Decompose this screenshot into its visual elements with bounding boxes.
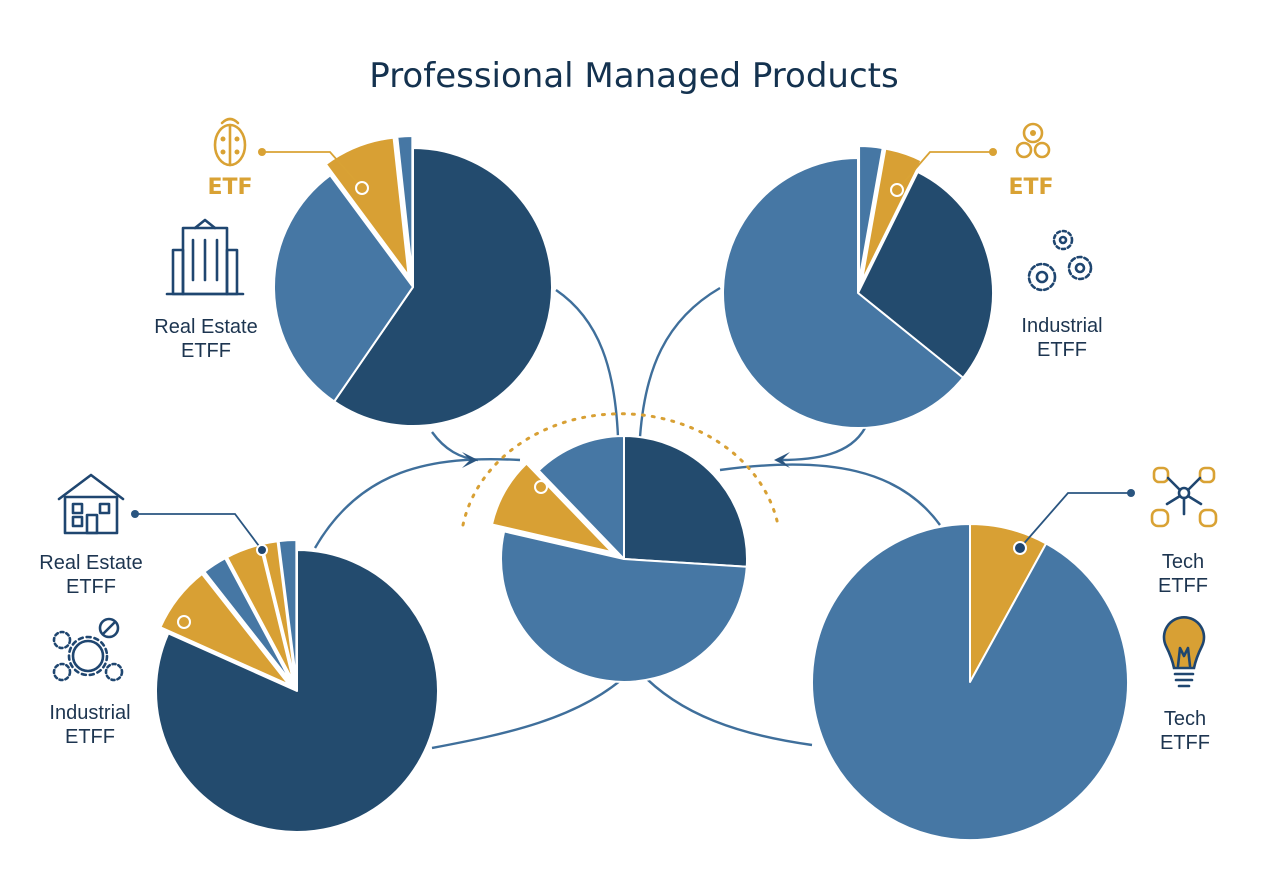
office-building-icon bbox=[165, 218, 245, 296]
real-estate-top-line2: ETFF bbox=[181, 340, 231, 362]
arrow-marker-left bbox=[462, 452, 478, 468]
pie-top-left-slice-0 bbox=[333, 147, 553, 427]
connector-bottomleft-center bbox=[313, 457, 521, 549]
pie-bottom-left bbox=[155, 539, 439, 833]
connector-topleft-down bbox=[431, 431, 479, 462]
network-icon bbox=[1150, 466, 1218, 528]
pie-bottom-left-slice-5 bbox=[277, 539, 298, 683]
callout-dot-bottomleft bbox=[131, 510, 139, 518]
tech-lower-line1: Tech bbox=[1164, 708, 1206, 730]
callout-ring-topright bbox=[890, 183, 904, 197]
pie-top-right-slice-2 bbox=[857, 170, 994, 379]
shield-icon bbox=[1015, 122, 1051, 159]
etf-label-right: ETF bbox=[1008, 175, 1053, 200]
pie-top-left-slice-2 bbox=[324, 136, 410, 277]
connector-lines bbox=[313, 286, 941, 750]
callout-line-topright bbox=[896, 151, 993, 191]
callout-ring-bottomright bbox=[1013, 541, 1027, 555]
callout-dot-topleft bbox=[258, 148, 266, 156]
etf-label-left: ETF bbox=[207, 175, 252, 200]
industrial-bottom-line1: Industrial bbox=[49, 702, 130, 724]
pie-top-right-slice-0 bbox=[858, 145, 884, 283]
real-estate-bottom-line1: Real Estate bbox=[39, 552, 142, 574]
pie-center-slice-0 bbox=[623, 435, 748, 568]
pie-bottom-right bbox=[811, 523, 1129, 841]
pie-bottom-left-slice-1 bbox=[159, 572, 291, 686]
callouts bbox=[131, 148, 1135, 629]
callout-ring-bottomleft-2 bbox=[177, 615, 191, 629]
dotted-arc bbox=[461, 412, 780, 527]
callout-line-topleft bbox=[262, 151, 363, 189]
callout-dot-bottomright bbox=[1127, 489, 1135, 497]
pie-top-right-slice-3 bbox=[722, 157, 965, 429]
pie-bottom-left-slice-2 bbox=[203, 557, 293, 684]
pie-top-right bbox=[722, 145, 994, 429]
industrial-top-line2: ETFF bbox=[1037, 339, 1087, 361]
callout-ring-bottomleft bbox=[256, 544, 268, 556]
connector-topright-center bbox=[638, 286, 721, 438]
pie-center bbox=[490, 435, 748, 683]
pie-center-slice-1 bbox=[500, 530, 748, 683]
tech-lower-line2: ETFF bbox=[1160, 732, 1210, 754]
pie-center-slice-2 bbox=[490, 462, 613, 554]
callout-dot-topright bbox=[989, 148, 997, 156]
pie-center-slice-3 bbox=[537, 435, 625, 560]
industrial-top-line1: Industrial bbox=[1021, 315, 1102, 337]
connector-topright-down bbox=[779, 427, 867, 462]
pie-bottom-left-slice-0 bbox=[155, 549, 439, 833]
gears-icon bbox=[1027, 229, 1093, 292]
real-estate-top-line1: Real Estate bbox=[154, 316, 257, 338]
callout-ring-topleft bbox=[355, 181, 369, 195]
pie-top-left-slice-1 bbox=[273, 174, 414, 403]
callout-line-bottomleft bbox=[135, 513, 263, 551]
industrial-bottom-line2: ETFF bbox=[65, 726, 115, 748]
connector-topleft-center bbox=[555, 289, 620, 438]
pie-top-left bbox=[273, 135, 553, 427]
connector-bottomright-bottom bbox=[639, 671, 813, 747]
ladybug-icon bbox=[213, 117, 247, 167]
pie-bottom-right-slice-1 bbox=[811, 523, 1129, 841]
pie-top-left-slice-3 bbox=[396, 135, 414, 277]
connector-bottomleft-bottom bbox=[431, 671, 631, 750]
house-icon bbox=[57, 473, 125, 535]
tech-upper-line2: ETFF bbox=[1158, 575, 1208, 597]
real-estate-bottom-line2: ETFF bbox=[66, 576, 116, 598]
tech-upper-line1: Tech bbox=[1162, 551, 1204, 573]
callout-ring-center bbox=[534, 480, 548, 494]
gear-wrench-icon bbox=[52, 617, 124, 682]
connector-bottomright-center bbox=[719, 463, 941, 526]
callout-line-bottomright bbox=[1019, 492, 1131, 549]
arrow-marker-right bbox=[774, 452, 790, 468]
chart-title: Professional Managed Products bbox=[369, 56, 898, 96]
lightbulb-icon bbox=[1162, 615, 1206, 688]
